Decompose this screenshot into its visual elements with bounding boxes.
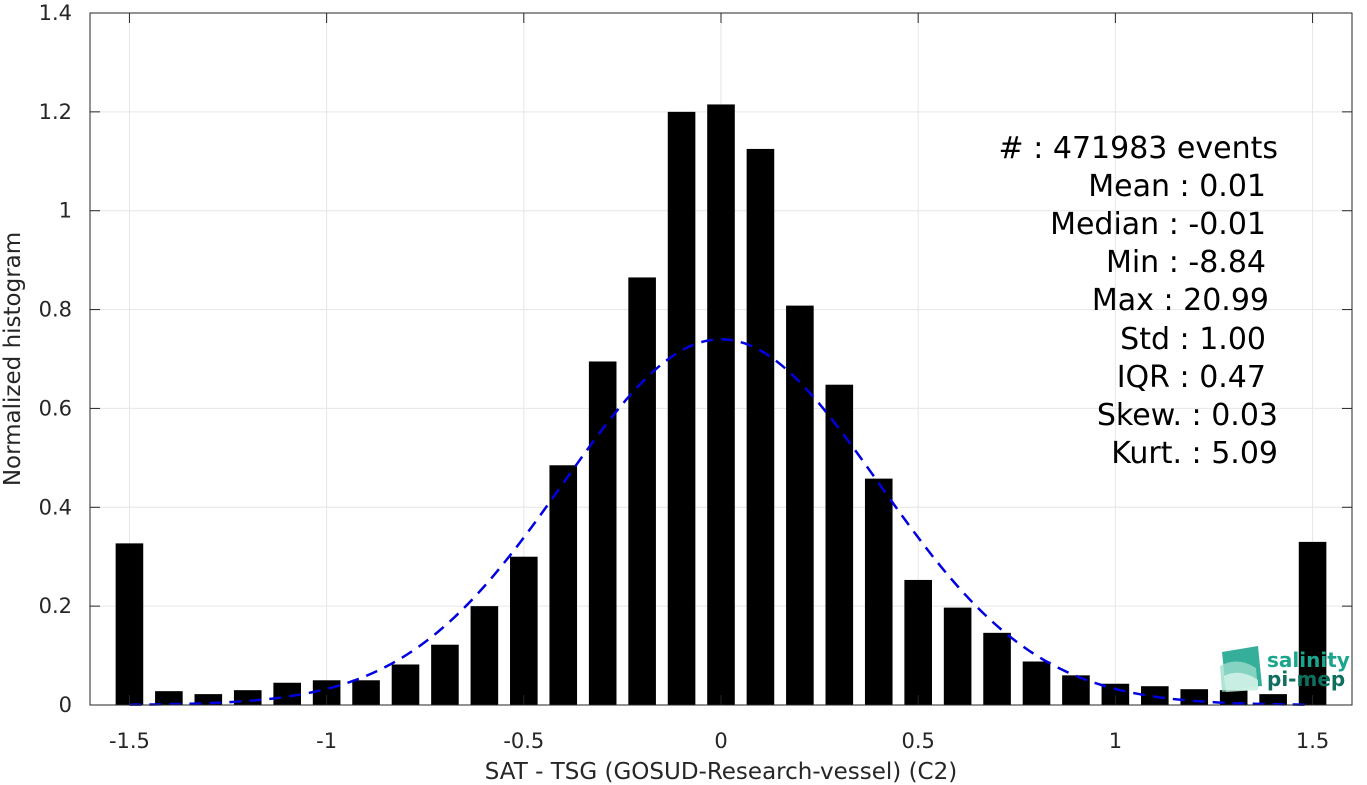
x-tick-label: -0.5 [503,729,544,753]
histogram-bar [825,384,854,705]
x-tick-label: 1 [1109,729,1122,753]
histogram-bar [1298,541,1327,705]
histogram-bar [273,682,301,705]
y-tick-label: 1.4 [39,1,72,25]
histogram-bar [1022,661,1051,705]
logo-emblem-icon [1220,646,1262,692]
histogram-bar [510,556,538,705]
histogram-bar [786,305,814,705]
x-axis-tick-labels: -1.5 -1 -0.5 0 0.5 1 1.5 [109,729,1329,753]
histogram-bar [904,579,932,705]
x-tick-label: -1 [316,729,337,753]
stats-kurt: Kurt. : 5.09 [1111,436,1278,471]
y-tick-label: 1.2 [39,100,72,124]
axis-ticks [90,12,1352,706]
x-tick-label: 0 [714,729,727,753]
x-tick-label: 1.5 [1296,729,1329,753]
y-tick-label: 0.2 [39,594,72,618]
histogram-bar [628,277,656,705]
x-tick-label: 0.5 [901,729,934,753]
histogram-bar [549,465,578,705]
histogram-bar [155,691,183,705]
histogram-bar [667,111,696,706]
stats-median: Median : -0.01 [1050,207,1266,242]
stats-max: Max : 20.99 [1092,283,1269,318]
stats-std: Std : 1.00 [1120,322,1266,357]
x-tick-label: -1.5 [109,729,150,753]
histogram-bars [115,104,1327,706]
histogram-bar [194,694,223,705]
x-axis-label: SAT - TSG (GOSUD-Research-vessel) (C2) [485,759,957,785]
histogram-bar [707,104,735,705]
gaussian-fit-curve [129,337,1313,706]
histogram-bar [1219,690,1248,705]
salinity-pimep-logo: salinity pi-mep [1220,646,1350,692]
histogram-bar [1101,683,1130,705]
y-tick-label: 0.6 [39,396,72,420]
logo-text-salinity: salinity [1267,648,1350,672]
histogram-bar [588,361,617,705]
histogram-bar [1259,694,1287,705]
histogram-bar [431,644,459,705]
y-tick-label: 0 [59,693,72,717]
stats-iqr: IQR : 0.47 [1117,360,1266,395]
stats-min: Min : -8.84 [1106,245,1266,280]
histogram-bar [746,148,775,705]
stats-skew: Skew. : 0.03 [1097,398,1278,433]
y-axis-tick-labels: 0 0.2 0.4 0.6 0.8 1 1.2 1.4 [39,1,72,717]
statistics-annotation: # : 471983 events Mean : 0.01 Median : -… [999,131,1278,471]
y-tick-label: 1 [59,199,72,223]
histogram-bar [391,664,420,705]
logo-text-pimep: pi-mep [1267,667,1345,691]
stats-mean: Mean : 0.01 [1088,169,1266,204]
histogram-bar [115,543,144,705]
histogram-bar [352,680,380,705]
histogram-bar [864,478,893,705]
histogram-bar [470,606,499,705]
y-tick-label: 0.8 [39,298,72,322]
y-axis-label: Normalized histogram [0,232,26,486]
y-tick-label: 0.4 [39,495,72,519]
histogram-bar [983,632,1011,705]
stats-events: # : 471983 events [999,131,1278,166]
histogram-bar [943,607,972,705]
